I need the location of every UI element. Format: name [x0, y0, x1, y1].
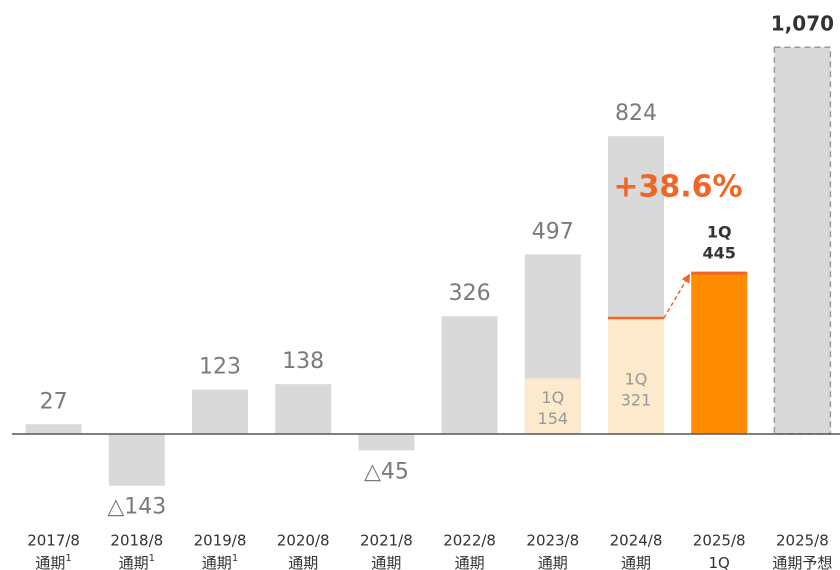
value-label: 1,070	[771, 12, 834, 36]
sublabel: 通期	[455, 554, 485, 570]
quarter-name: 1Q	[541, 388, 564, 407]
sublabel: 1Q	[709, 554, 730, 570]
x-tick-sublabel: 通期予想	[772, 554, 832, 570]
x-tick-label: 2025/8	[776, 532, 829, 550]
x-tick-label: 2022/8	[443, 532, 496, 550]
x-tick-label: 2019/8	[194, 532, 247, 550]
sublabel: 通期	[202, 554, 232, 570]
x-tick-sublabel: 通期	[288, 554, 318, 570]
bar	[275, 384, 332, 435]
x-tick-sublabel: 1Q	[709, 554, 730, 570]
x-tick-label: 2025/8	[693, 532, 746, 550]
bar	[192, 389, 248, 435]
x-tick-sublabel: 通期	[538, 554, 568, 570]
sublabel: 通期	[621, 554, 651, 570]
sublabel: 通期予想	[772, 554, 832, 570]
value-label: 123	[199, 355, 241, 380]
sublabel: 通期	[288, 554, 318, 570]
value-label: 824	[615, 101, 657, 126]
sublabel: 通期	[35, 554, 65, 570]
bar	[441, 316, 498, 435]
sublabel: 通期	[538, 554, 568, 570]
x-tick-sublabel: 通期	[455, 554, 485, 570]
quarter-name: 1Q	[625, 370, 648, 389]
value-label: △45	[364, 459, 409, 484]
quarter-bar	[608, 317, 664, 435]
x-tick-sublabel: 通期1	[202, 553, 238, 570]
x-tick-label: 2021/8	[360, 532, 413, 550]
value-label: 138	[282, 349, 324, 374]
footnote: 1	[149, 553, 155, 564]
x-tick-label: 2024/8	[610, 532, 663, 550]
x-tick-label: 2023/8	[526, 532, 579, 550]
footnote: 1	[232, 553, 238, 564]
quarter-name: 1Q	[707, 223, 732, 242]
growth-annotation: +38.6%	[613, 170, 742, 205]
value-label: 321	[621, 391, 652, 410]
growth-arrow	[663, 273, 691, 319]
quarter-bar	[691, 273, 748, 435]
value-label: 497	[532, 219, 574, 244]
bar	[358, 434, 415, 451]
value-label: 326	[449, 281, 491, 306]
x-tick-label: 2020/8	[277, 532, 330, 550]
footnote: 1	[65, 553, 71, 564]
value-label: 154	[538, 409, 569, 428]
x-tick-sublabel: 通期	[621, 554, 651, 570]
quarter-bar	[524, 378, 581, 435]
sublabel: 通期	[119, 554, 149, 570]
x-tick-sublabel: 通期1	[119, 553, 155, 570]
bar	[25, 424, 82, 435]
x-tick-sublabel: 通期	[371, 554, 401, 570]
value-label: 27	[40, 389, 68, 414]
x-tick-label: 2018/8	[110, 532, 163, 550]
x-tick-label: 2017/8	[27, 532, 80, 550]
value-label: △143	[107, 495, 166, 520]
x-tick-sublabel: 通期1	[35, 553, 71, 570]
bar	[773, 46, 832, 435]
value-label: 445	[702, 244, 735, 263]
bar	[108, 434, 165, 486]
sublabel: 通期	[371, 554, 401, 570]
